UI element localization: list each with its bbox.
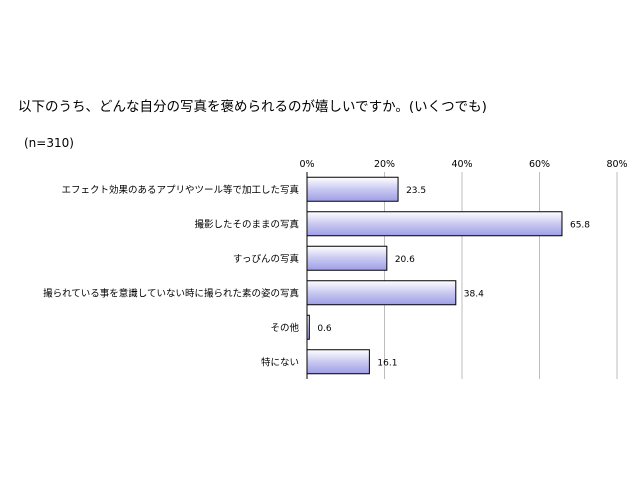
- data-label: 0.6: [317, 324, 332, 334]
- x-tick-label: 40%: [451, 159, 472, 170]
- bar: [306, 245, 388, 271]
- bar: [306, 349, 370, 375]
- category-label: その他: [270, 322, 299, 334]
- bar: [306, 176, 399, 202]
- x-tick-label: 60%: [529, 159, 550, 170]
- bar: [306, 211, 563, 237]
- data-label: 20.6: [395, 255, 415, 265]
- data-labels: 23.5 65.8 20.6 38.4 0.6 16.1: [317, 186, 590, 369]
- chart-title: 以下のうち、どんな自分の写真を褒められるのが嬉しいですか。(いくつでも): [18, 99, 487, 115]
- sample-size-label: (n=310): [24, 136, 74, 150]
- category-labels: エフェクト効果のあるアプリやツール等で加工した写真撮影したそのままの写真すっぴん…: [43, 184, 299, 369]
- data-label: 16.1: [377, 358, 397, 368]
- bars: [306, 176, 563, 375]
- category-label: 撮影したそのままの写真: [194, 218, 299, 230]
- data-label: 38.4: [464, 289, 484, 299]
- x-axis-ticks: 0% 20% 40% 60% 80%: [299, 159, 627, 170]
- gridlines: [306, 172, 618, 379]
- data-label: 65.8: [570, 220, 590, 230]
- x-tick-label: 20%: [374, 159, 395, 170]
- category-label: 特にない: [261, 356, 299, 368]
- category-label: 撮られている事を意識していない時に撮られた素の姿の写真: [43, 287, 299, 299]
- data-label: 23.5: [406, 186, 426, 196]
- category-label: エフェクト効果のあるアプリやツール等で加工した写真: [61, 184, 299, 196]
- x-tick-label: 80%: [606, 159, 627, 170]
- category-label: すっぴんの写真: [233, 253, 299, 265]
- x-tick-label: 0%: [299, 159, 314, 170]
- bar: [306, 314, 310, 340]
- bar: [306, 280, 457, 306]
